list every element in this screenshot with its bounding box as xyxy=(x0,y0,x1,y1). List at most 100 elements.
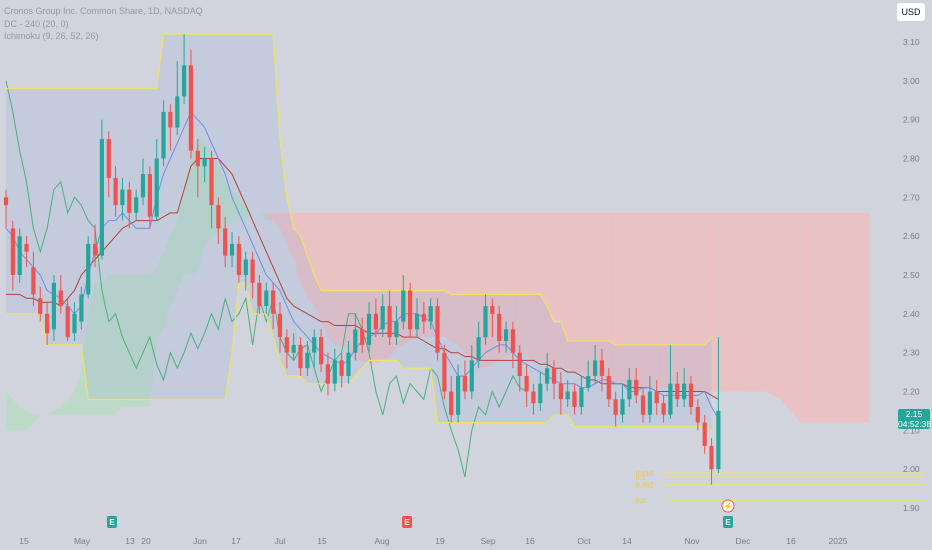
x-tick-label: 19 xyxy=(435,536,445,546)
earnings-marker xyxy=(107,516,117,528)
kumo-segment xyxy=(280,212,287,244)
kumo-segment xyxy=(759,212,767,392)
split-marker-label: ⚡ xyxy=(723,501,733,511)
y-tick-label: 1.90 xyxy=(903,503,920,513)
kumo-segment xyxy=(60,399,68,415)
kumo-segment xyxy=(314,212,322,322)
kumo-segment xyxy=(677,212,685,388)
candle-body xyxy=(236,243,241,275)
candle-body xyxy=(380,306,385,330)
candle-body xyxy=(3,197,9,206)
candle-body xyxy=(182,65,187,97)
earnings-marker-label: E xyxy=(404,518,410,527)
candle-body xyxy=(428,306,433,322)
candle-body xyxy=(627,379,632,400)
candle-body xyxy=(613,399,618,415)
legend-symbol[interactable]: Cronos Group Inc. Common Share, 1D, NASD… xyxy=(4,6,203,16)
x-tick-label: Sep xyxy=(480,536,495,546)
x-tick-label: Nov xyxy=(684,536,700,546)
kumo-segment xyxy=(732,212,739,392)
ichimoku-lagging-span xyxy=(5,80,527,478)
candle-body xyxy=(93,243,98,256)
candle-body xyxy=(257,282,262,307)
candle-body xyxy=(325,364,330,384)
y-tick-label: 3.00 xyxy=(903,76,920,86)
candle-body xyxy=(366,313,372,345)
candle-body xyxy=(175,96,180,128)
candle-body xyxy=(572,391,577,407)
kumo-segment xyxy=(423,212,431,338)
candle-body xyxy=(86,243,91,295)
candle-body xyxy=(298,344,303,369)
kumo-segment xyxy=(841,212,849,423)
kumo-segment xyxy=(704,212,712,392)
kumo-segment xyxy=(506,212,513,357)
kumo-segment xyxy=(554,212,561,369)
candle-body xyxy=(284,337,289,353)
candle-body xyxy=(654,391,659,404)
y-tick-label: 2.90 xyxy=(903,115,920,125)
kumo-segment xyxy=(26,410,34,431)
candle-body xyxy=(113,177,118,206)
legend-donchian[interactable]: DC - 240 (20, 0) xyxy=(4,19,69,29)
last-price-tag: 2.15 04:52:38 xyxy=(898,409,932,429)
candle-body xyxy=(353,329,358,353)
candle-body xyxy=(127,189,132,213)
kumo-segment xyxy=(512,212,520,353)
currency-button[interactable]: USD xyxy=(897,3,925,21)
kumo-segment xyxy=(684,212,691,392)
earnings-marker-label: E xyxy=(109,518,115,527)
kumo-segment xyxy=(129,275,137,408)
candle-body xyxy=(45,313,50,334)
candle-body xyxy=(483,306,488,338)
kumo-segment xyxy=(67,391,75,415)
kumo-segment xyxy=(622,212,630,388)
candle-body xyxy=(593,360,598,376)
kumo-segment xyxy=(156,251,164,338)
candle-body xyxy=(414,313,420,330)
candle-body xyxy=(634,379,639,396)
kumo-segment xyxy=(437,212,445,338)
kumo-segment xyxy=(691,212,698,392)
candle-body xyxy=(305,352,310,369)
x-tick-label: Jun xyxy=(193,536,207,546)
kumo-segment xyxy=(697,212,705,392)
candle-body xyxy=(243,259,248,275)
kumo-segment xyxy=(190,135,198,275)
candle-body xyxy=(462,376,467,392)
kumo-segment xyxy=(33,414,41,423)
kumo-segment xyxy=(828,212,835,423)
kumo-segment xyxy=(101,275,109,415)
kumo-segment xyxy=(882,422,890,427)
kumo-segment xyxy=(334,212,342,345)
kumo-segment xyxy=(821,212,828,423)
kumo-segment xyxy=(793,212,801,423)
kumo-segment xyxy=(458,212,465,353)
kumo-segment xyxy=(464,212,472,361)
kumo-segment xyxy=(862,212,870,423)
candle-body xyxy=(606,376,611,400)
candle-body xyxy=(640,395,646,415)
candle-body xyxy=(140,174,146,198)
candle-body xyxy=(517,352,522,376)
bar-countdown: 04:52:38 xyxy=(898,419,932,429)
candle-body xyxy=(709,445,714,470)
x-tick-label: Aug xyxy=(374,536,389,546)
kumo-segment xyxy=(725,212,733,392)
candle-body xyxy=(134,197,139,213)
legend-ichimoku[interactable]: Ichimoku (9, 26, 52, 26) xyxy=(4,31,99,41)
kumo-segment xyxy=(560,212,568,369)
candle-body xyxy=(510,329,515,353)
kumo-segment xyxy=(519,212,527,357)
candle-body xyxy=(216,205,221,229)
y-tick-label: 2.40 xyxy=(903,309,920,319)
candle-body xyxy=(401,290,406,322)
kumo-segment xyxy=(122,275,130,408)
candle-body xyxy=(120,189,125,206)
kumo-segment xyxy=(451,212,459,345)
kumo-segment xyxy=(834,212,842,423)
kumo-segment xyxy=(643,212,650,388)
candle-body xyxy=(154,158,159,217)
